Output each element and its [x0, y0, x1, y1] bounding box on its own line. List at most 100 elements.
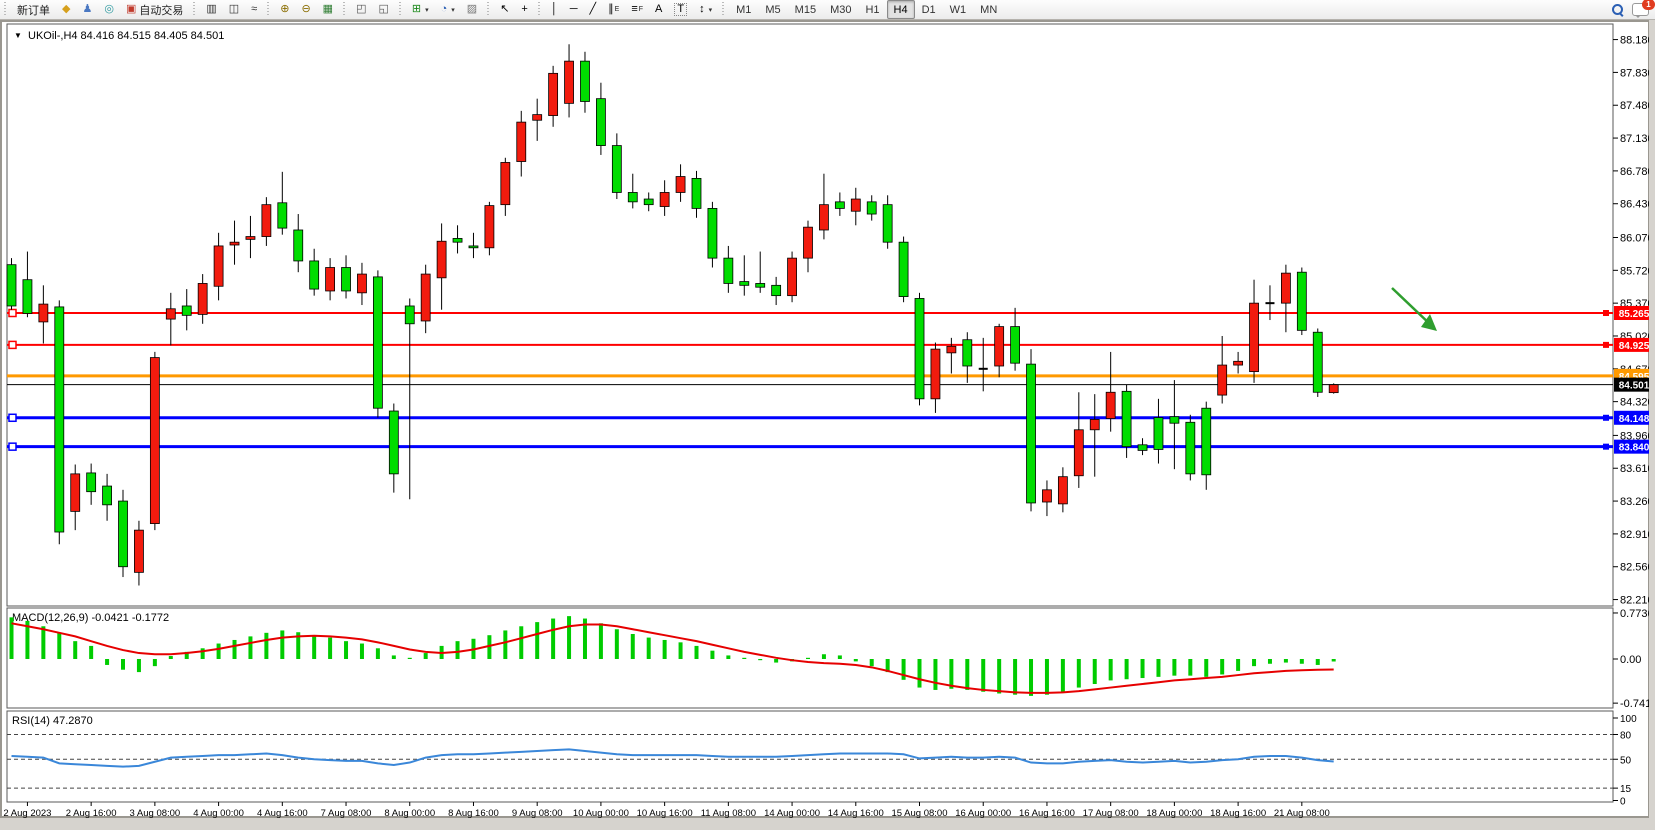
cursor-tool-button[interactable]: ↖: [494, 0, 515, 19]
price-tag-label: 84.925: [1619, 341, 1650, 352]
tile-windows-button[interactable]: ▦: [317, 0, 339, 19]
chat-icon[interactable]: 1: [1632, 0, 1655, 18]
price-axis-label: 88.180: [1620, 35, 1654, 47]
timeframe-button-mn[interactable]: MN: [980, 3, 998, 16]
fibonacci-icon: ≡: [631, 3, 638, 15]
date-axis-label: 3 Aug 08:00: [130, 808, 181, 819]
date-axis-label: 14 Aug 00:00: [764, 808, 820, 819]
crosshair-tool-button[interactable]: +: [515, 0, 533, 19]
date-axis-label: 8 Aug 16:00: [448, 808, 499, 819]
candle-body: [38, 303, 49, 323]
date-axis-label: 2 Aug 2023: [3, 808, 51, 819]
fibonacci-tool[interactable]: ≡ F: [625, 0, 649, 19]
candle-body: [914, 298, 925, 400]
main-plot-area[interactable]: [6, 23, 1614, 607]
signal-globe-icon-button[interactable]: ◎: [98, 0, 120, 19]
search-icon[interactable]: [1612, 3, 1624, 17]
rsi-axis-label: 15: [1620, 784, 1632, 795]
arrows-tool[interactable]: ↕ ▾: [693, 0, 718, 19]
add-indicator-button[interactable]: ⊞ ▾: [406, 0, 435, 19]
text-tool[interactable]: A: [649, 0, 668, 19]
profile-icon-button[interactable]: ♟: [76, 0, 98, 19]
candle-body: [882, 204, 893, 243]
dropdown-caret-icon[interactable]: ▾: [425, 6, 429, 14]
date-axis-label: 21 Aug 08:00: [1274, 808, 1330, 819]
toolbar-trade-group: 新订单 ◆ ♟ ◎ ▣ 自动交易: [0, 0, 189, 19]
text-label-tool[interactable]: T: [668, 0, 693, 19]
level-line-handle[interactable]: [8, 442, 17, 451]
candle-body: [6, 264, 17, 307]
toggle-market-watch-icon: ◰: [356, 3, 367, 15]
price-axis-label: 82.910: [1620, 529, 1654, 541]
price-tag-85.265: [1614, 306, 1654, 320]
trendline-tool[interactable]: ╱: [584, 0, 603, 19]
candle-body: [787, 257, 797, 297]
candle-body: [468, 245, 479, 249]
dropdown-caret-icon[interactable]: ▾: [708, 6, 713, 14]
tool-letter: F: [638, 6, 644, 13]
timeframe-button-d1[interactable]: D1: [921, 3, 936, 16]
new-order-diamond-icon-button[interactable]: ◆: [56, 0, 76, 19]
profile-icon-icon: ♟: [82, 3, 93, 15]
candle-body: [723, 257, 734, 284]
level-line-handle[interactable]: [8, 308, 17, 318]
zoom-in-button[interactable]: ⊕: [274, 0, 295, 19]
candle-body: [659, 192, 670, 207]
candle-body: [1312, 331, 1323, 393]
timeframe-button-m1[interactable]: M1: [736, 3, 752, 16]
timeframe-button-m5[interactable]: M5: [765, 3, 781, 16]
timeframe-button-m15[interactable]: M15: [794, 3, 817, 16]
date-axis-label: 11 Aug 08:00: [701, 808, 756, 819]
price-axis-label: 84.320: [1620, 397, 1654, 409]
candle-body: [420, 273, 431, 322]
line-chart-button[interactable]: ≈: [245, 0, 263, 19]
toggle-market-watch-button[interactable]: ◰: [350, 0, 372, 19]
rsi-panel[interactable]: [6, 710, 1614, 803]
level-line-handle[interactable]: [8, 413, 17, 423]
timeframe-button-h4[interactable]: H4: [886, 0, 915, 19]
timeframe-button-w1[interactable]: W1: [949, 3, 967, 16]
symbol-dropdown-icon[interactable]: ▼: [14, 31, 22, 40]
zoom-out-button[interactable]: ⊖: [295, 0, 316, 19]
period-clock-button[interactable]: ◔ ▾: [435, 0, 461, 19]
equidistant-channel-tool[interactable]: ∥ E: [602, 0, 625, 19]
new-order-button[interactable]: 新订单: [11, 0, 56, 19]
candle-body: [372, 276, 383, 409]
candle-body: [1057, 476, 1068, 505]
annotation-arrow-head[interactable]: [1421, 314, 1437, 331]
chart-template-icon: ▨: [466, 3, 478, 15]
candle-body: [118, 500, 128, 568]
candle-body: [22, 279, 33, 314]
candle-body: [229, 241, 240, 246]
candle-body: [611, 145, 622, 193]
chart-template-button[interactable]: ▨: [461, 0, 483, 19]
macd-axis-label: 0.00: [1620, 654, 1641, 666]
window-bottom-edge: [0, 818, 1655, 830]
line-chart-icon: ≈: [251, 3, 258, 15]
toggle-terminal-button[interactable]: ◱: [372, 0, 394, 19]
timeframe-button-h1[interactable]: H1: [865, 3, 880, 16]
toolbar-right-group: 1: [1612, 0, 1655, 19]
vertical-line-tool[interactable]: │: [545, 0, 564, 19]
new-order-diamond-icon-icon: ◆: [62, 3, 71, 15]
date-axis-label: 15 Aug 08:00: [892, 808, 948, 819]
annotation-arrow[interactable]: [1391, 287, 1433, 327]
candlestick-chart-button[interactable]: ◫: [223, 0, 245, 19]
level-line-handle[interactable]: [8, 340, 17, 350]
timeframe-button-m30[interactable]: M30: [830, 3, 852, 16]
candle-body: [245, 236, 256, 240]
bar-chart-button[interactable]: ▥: [200, 0, 222, 19]
toolbar-separator: [536, 2, 542, 17]
candle-body: [739, 281, 750, 286]
new-order-label: 新订单: [17, 4, 50, 17]
price-tag-83.840: [1614, 439, 1654, 454]
dropdown-caret-icon[interactable]: ▾: [451, 6, 455, 14]
autotrade-button[interactable]: ▣ 自动交易: [120, 0, 189, 19]
candle-body: [962, 339, 973, 367]
crosshair-button-icon: +: [521, 3, 528, 15]
period-clock-icon: ◔: [440, 3, 448, 15]
horizontal-line-tool[interactable]: ─: [564, 0, 584, 19]
candle-body: [691, 177, 702, 209]
cursor-button-icon: ↖: [500, 3, 510, 15]
